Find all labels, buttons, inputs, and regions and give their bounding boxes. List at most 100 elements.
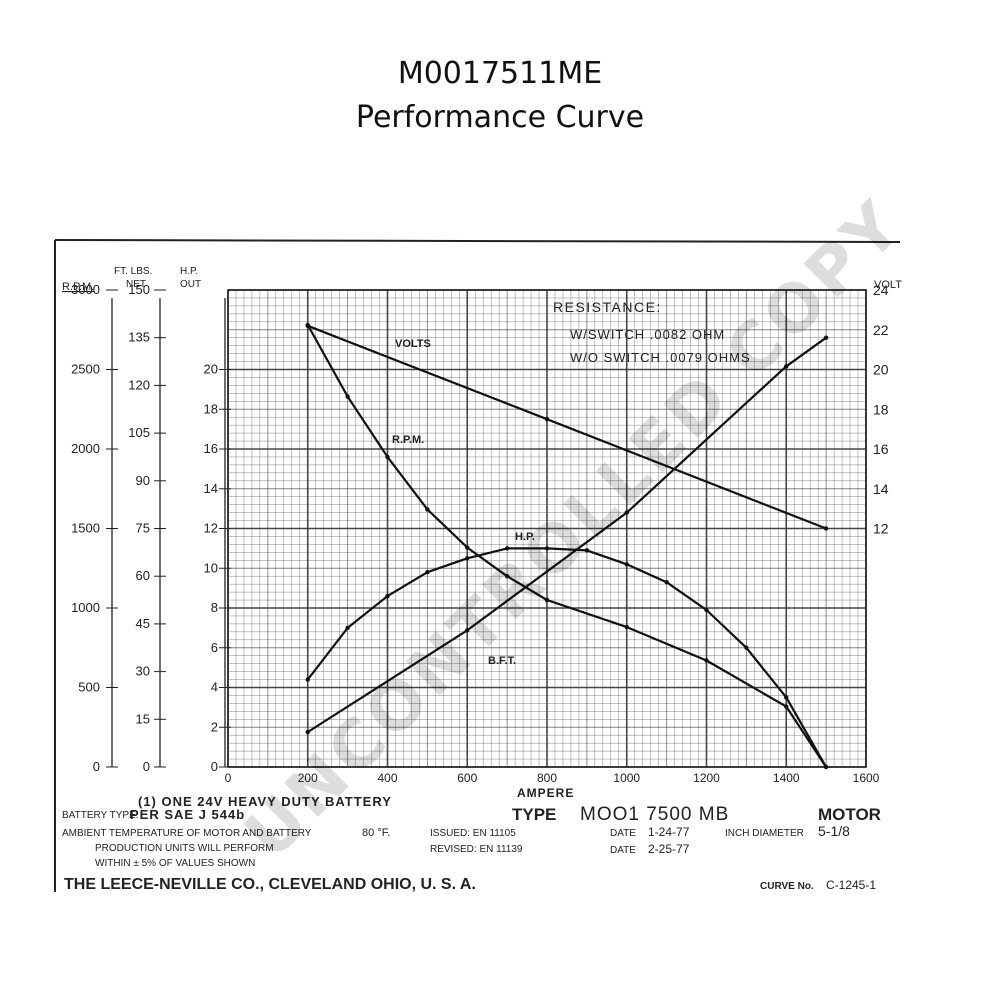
right-tick-label: 20 [873,362,889,378]
left-tick-label: 6 [211,640,218,655]
series-line-hp [306,547,828,768]
curve-value: C-1245-1 [826,878,876,892]
left-tick-label: 2000 [71,441,100,456]
x-tick-label: 0 [225,771,232,785]
ambient-label: AMBIENT TEMPERATURE OF MOTOR AND BATTERY [62,828,312,839]
right-tick-label: 12 [873,521,889,537]
left-tick-label: 20 [204,362,218,377]
left-tick-label: 10 [204,560,218,575]
left-tick-label: 0 [143,759,150,774]
left-tick-label: 1000 [71,600,100,615]
resistance-without-switch: W/O SWITCH .0079 OHMS [570,350,751,365]
data-point [305,322,310,328]
data-point [504,546,510,551]
data-point [704,658,709,663]
resistance-title: RESISTANCE: [553,299,662,315]
data-point [784,364,789,369]
date-label-2: DATE [610,845,636,856]
x-tick-label: 400 [377,771,397,785]
data-point [465,556,470,561]
page-title: M0017511ME [397,56,603,91]
hp-header-line1: H.P. [180,266,198,277]
left-tick-label: 3000 [71,282,100,297]
data-point [345,625,350,631]
left-tick-label: 135 [128,330,150,345]
company-name: THE LEECE-NEVILLE CO., CLEVELAND OHIO, U… [64,876,476,893]
data-point [385,593,390,599]
date-issued: 1-24-77 [648,825,690,839]
left-tick-label: 0 [93,759,100,774]
data-point [305,677,310,682]
data-point [624,624,629,630]
production-line1: PRODUCTION UNITS WILL PERFORM [95,843,274,854]
left-tick-label: 2500 [71,362,100,377]
left-tick-label: 0 [211,759,218,774]
type-label: TYPE [512,805,556,824]
series-label: R.P.M. [392,434,424,446]
data-point [784,695,789,700]
chart-series: VOLTS R.P.M. H.P. B.F.T. [305,322,829,770]
left-tick-label: 1500 [71,521,100,536]
left-tick-label: 500 [78,680,100,695]
hp-axis-header: H.P. OUT [180,266,201,290]
footer-block: (1) ONE 24V HEAVY DUTY BATTERY BATTERY T… [62,794,881,893]
date-revised: 2-25-77 [648,842,690,856]
data-point [465,628,470,633]
battery-type-value: PER SAE J 544b [130,807,245,822]
data-point [504,574,510,579]
right-tick-label: 22 [873,322,889,338]
series-label: H.P. [515,531,535,543]
left-tick-label: 16 [204,441,218,456]
data-point [425,507,430,512]
resistance-with-switch: W/SWITCH .0082 OHM [570,327,725,342]
page-subtitle: Performance Curve [355,100,645,135]
left-tick-label: 90 [136,473,150,488]
data-point [385,454,390,460]
inch-diameter-label: INCH DIAMETER [725,828,804,839]
right-tick-label: 18 [873,401,889,417]
left-tick-label: 14 [204,481,218,496]
x-axis-label: AMPERE [517,786,574,800]
data-point [784,704,789,709]
x-tick-label: 1400 [773,771,800,785]
data-point [704,607,709,613]
ftlbs-axis-header: FT. LBS. NET [114,266,155,290]
data-point [544,416,550,422]
frame-top [54,239,901,243]
battery-note: (1) ONE 24V HEAVY DUTY BATTERY [138,794,392,809]
data-point [465,545,470,550]
left-tick-label: 30 [136,664,150,679]
revised: REVISED: EN 11139 [430,844,523,855]
x-tick-label: 1200 [693,771,720,785]
right-tick-label: 16 [873,441,889,457]
left-tick-label: 150 [128,282,150,297]
curve-label: CURVE No. [760,881,814,892]
battery-type-label: BATTERY TYPE: [62,810,139,821]
data-point [624,562,629,567]
hp-header-line2: OUT [180,279,201,290]
left-tick-label: 15 [136,711,150,726]
left-tick-label: 120 [128,377,150,392]
date-label-1: DATE [610,828,636,839]
data-point [744,645,749,650]
ftlbs-header-line2: NET [126,279,146,290]
x-tick-label: 600 [457,771,477,785]
data-point [345,394,350,399]
inch-diameter-value: 5-1/8 [818,823,850,839]
data-point [544,597,550,603]
ambient-value: 80 °F. [362,827,390,839]
right-tick-label: 14 [873,481,889,497]
left-tick-label: 4 [211,680,218,695]
right-tick-label: 24 [873,282,889,298]
left-tick-label: 45 [136,616,150,631]
series-label: B.F.T. [488,655,516,667]
ftlbs-header-line1: FT. LBS. [114,266,152,277]
data-point [823,335,829,340]
x-tick-label: 1000 [613,771,640,785]
left-tick-label: 12 [204,521,218,536]
data-point [664,579,669,585]
type-suffix: MOTOR [818,805,881,824]
left-tick-label: 18 [204,401,218,416]
series-label: VOLTS [395,338,431,350]
